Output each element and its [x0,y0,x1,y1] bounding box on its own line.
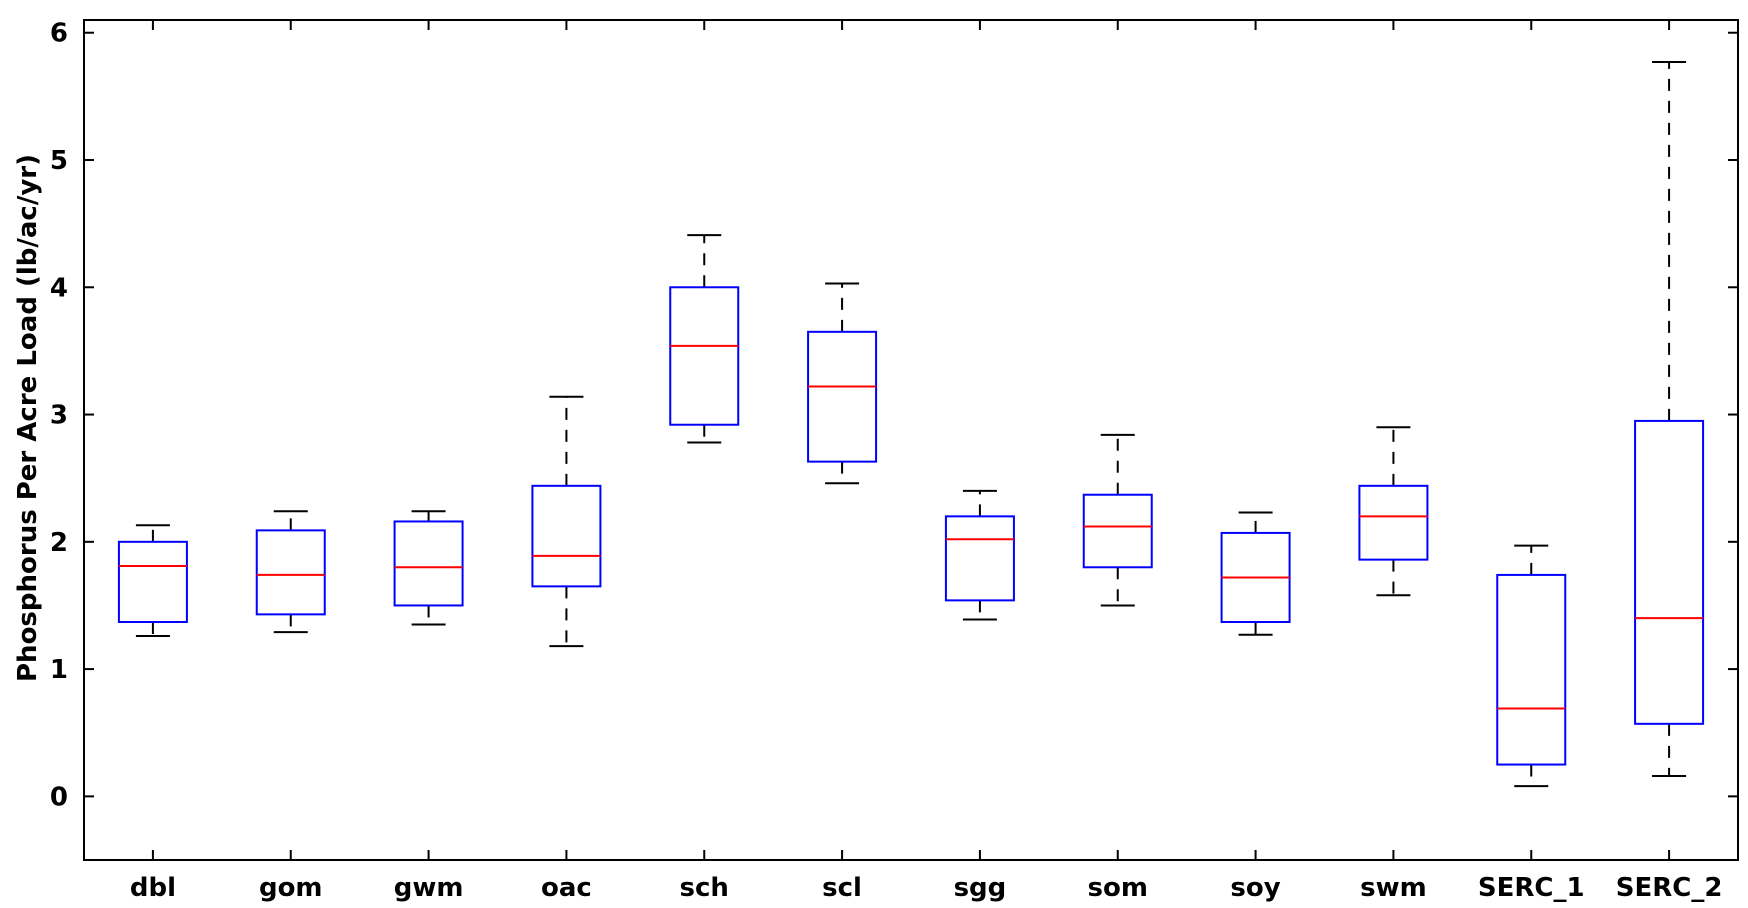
y-tick-label: 0 [50,782,68,812]
iqr-box [1634,419,1705,725]
iqr-box [393,520,464,607]
iqr-box [944,515,1015,602]
box-serc_2 [1634,61,1705,777]
box-som [1082,433,1153,607]
x-tick-label-serc_2: SERC_2 [1616,873,1723,903]
box-serc_1 [1496,544,1567,788]
box-swm [1358,426,1429,597]
iqr-box [807,330,878,463]
x-axis: dbl gom gwm oac sch scl sgg som soy swm SERC_1 SERC… [130,20,1723,903]
x-tick-label-soy: soy [1230,873,1280,903]
iqr-box [117,540,188,623]
y-axis: 0 1 2 3 4 5 6 [50,19,1738,812]
box-dbl [117,524,188,637]
x-tick-label-gwm: gwm [394,873,464,903]
x-tick-label-oac: oac [541,873,592,903]
x-tick-label-serc_1: SERC_1 [1478,873,1585,903]
y-tick-label: 1 [50,655,68,685]
boxes-group [117,61,1705,788]
iqr-box [669,286,740,426]
x-tick-label-som: som [1088,873,1148,903]
box-gwm [393,510,464,626]
box-soy [1220,511,1291,636]
x-tick-label-sgg: sgg [954,873,1007,903]
box-oac [531,395,602,648]
box-scl [807,282,878,485]
x-tick-label-dbl: dbl [130,873,176,903]
y-tick-label: 2 [50,528,68,558]
iqr-box [255,529,326,616]
x-tick-label-sch: sch [680,873,729,903]
iqr-box [1358,484,1429,561]
iqr-box [531,484,602,588]
y-axis-label: Phosphorus Per Acre Load (lb/ac/yr) [13,154,43,682]
box-gom [255,510,326,634]
plot-frame [83,19,1739,861]
x-tick-label-swm: swm [1360,873,1427,903]
y-tick-label: 4 [50,273,68,303]
y-tick-label: 3 [50,401,68,431]
box-sgg [944,489,1015,621]
iqr-box [1496,573,1567,766]
x-tick-label-gom: gom [259,873,323,903]
iqr-box [1082,493,1153,569]
box-sch [669,234,740,444]
y-tick-label: 5 [50,146,68,176]
x-tick-label-scl: scl [822,873,862,903]
y-tick-label: 6 [50,19,68,49]
